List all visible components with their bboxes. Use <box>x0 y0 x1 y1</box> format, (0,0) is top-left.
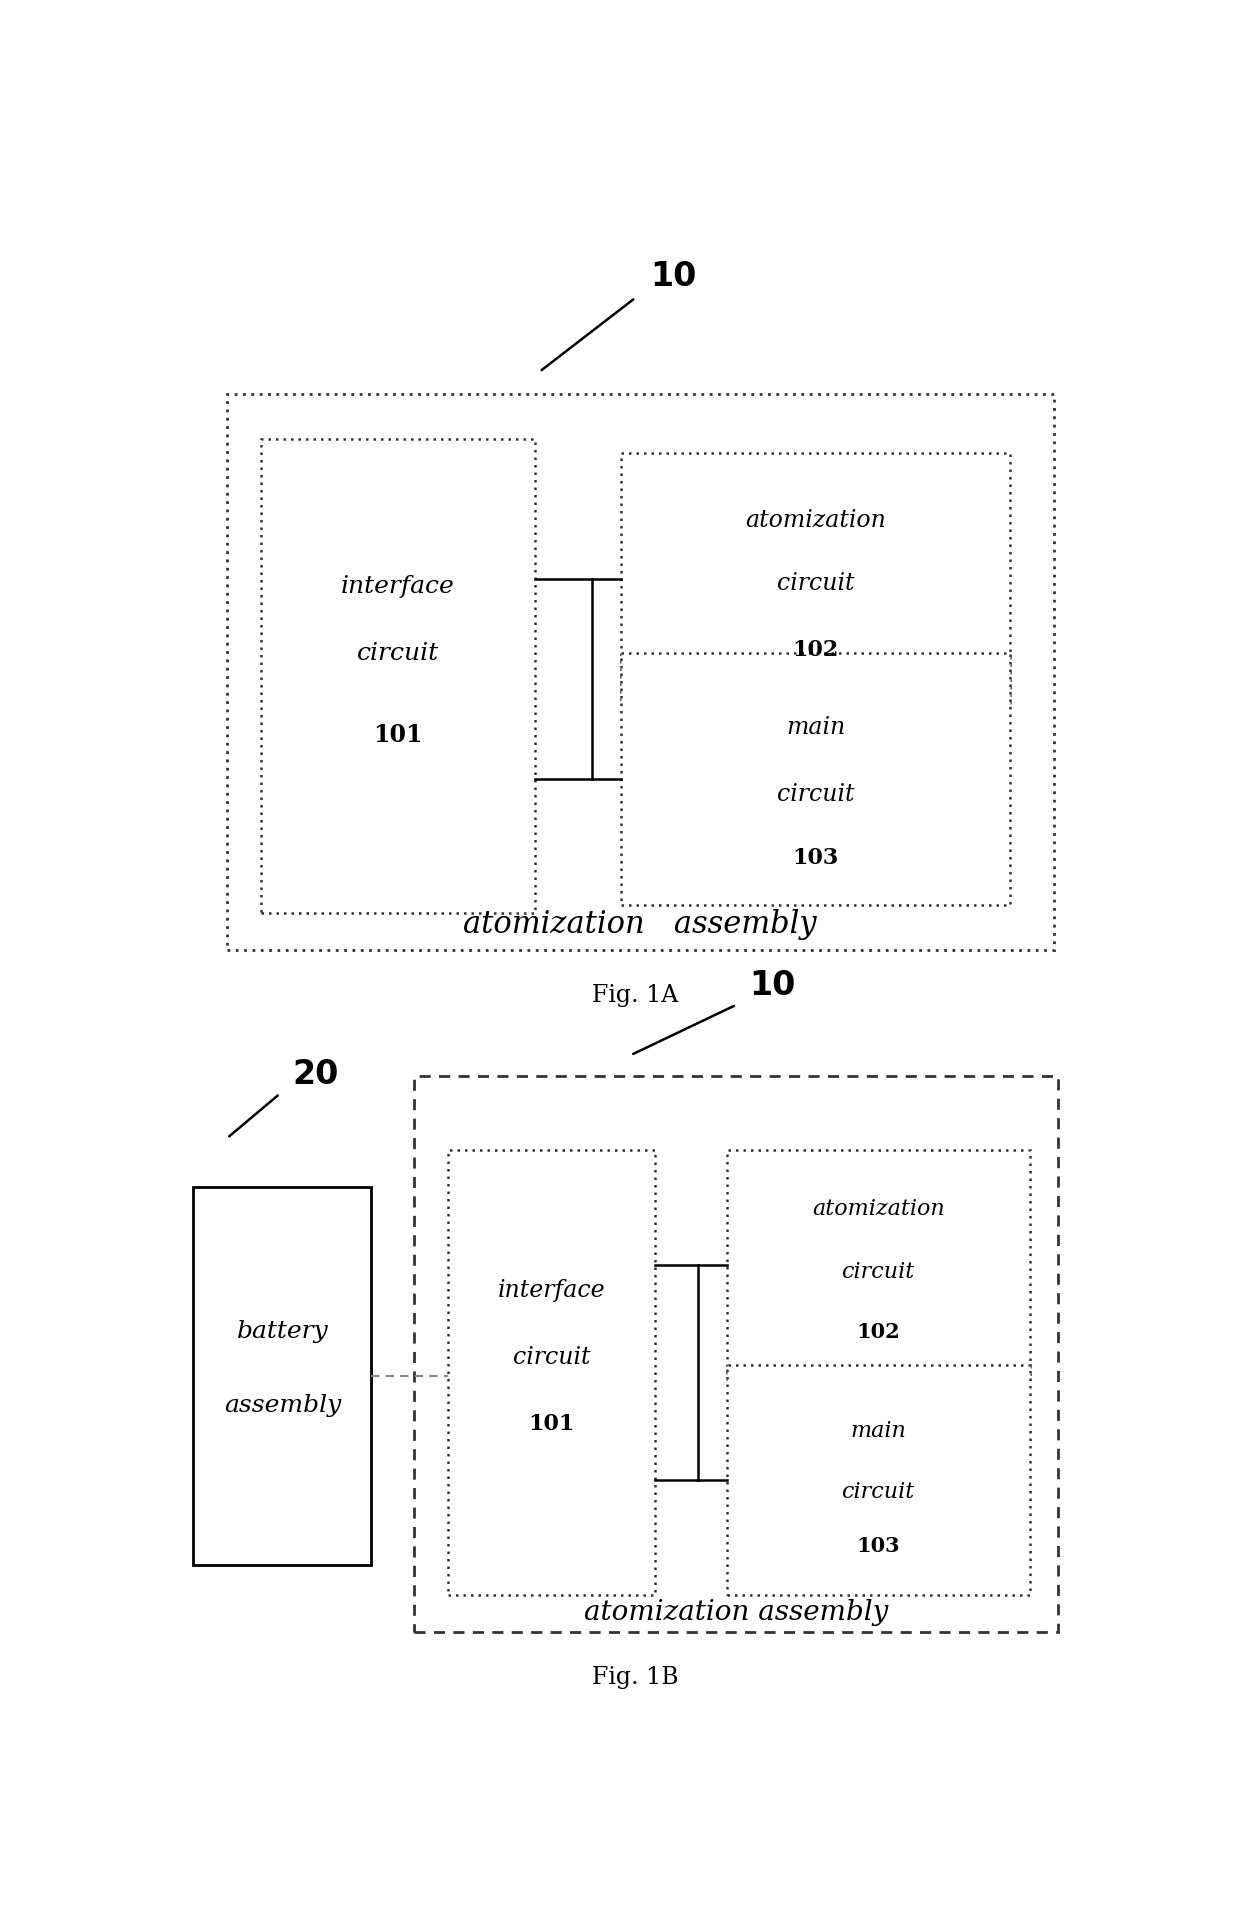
Text: 10: 10 <box>749 968 795 1001</box>
Text: atomization: atomization <box>812 1197 945 1220</box>
Text: interface: interface <box>341 576 455 599</box>
Text: atomization: atomization <box>745 508 887 531</box>
Text: circuit: circuit <box>842 1261 915 1284</box>
Text: circuit: circuit <box>777 783 854 807</box>
Text: main: main <box>786 716 846 739</box>
Bar <box>227 395 1054 949</box>
Bar <box>448 1149 655 1594</box>
Text: interface: interface <box>497 1280 605 1303</box>
Text: Fig. 1A: Fig. 1A <box>593 984 678 1007</box>
Bar <box>621 452 1011 705</box>
Text: circuit: circuit <box>512 1346 590 1369</box>
Text: 101: 101 <box>373 724 423 747</box>
Text: main: main <box>851 1421 906 1442</box>
Text: circuit: circuit <box>842 1480 915 1503</box>
Text: assembly: assembly <box>223 1394 341 1417</box>
Text: 20: 20 <box>293 1057 339 1091</box>
Text: atomization assembly: atomization assembly <box>584 1600 889 1627</box>
Bar <box>621 653 1011 905</box>
Text: atomization   assembly: atomization assembly <box>464 909 817 939</box>
Text: 10: 10 <box>650 260 697 293</box>
Text: 102: 102 <box>857 1322 900 1342</box>
Text: 102: 102 <box>792 639 839 662</box>
Bar <box>727 1149 1029 1380</box>
Text: 101: 101 <box>528 1413 574 1436</box>
Text: battery: battery <box>237 1321 329 1344</box>
Text: circuit: circuit <box>777 572 854 595</box>
Text: circuit: circuit <box>357 641 439 664</box>
Bar <box>727 1365 1029 1594</box>
Bar <box>193 1188 371 1565</box>
Bar <box>260 439 534 912</box>
Text: 103: 103 <box>857 1536 900 1557</box>
Text: 103: 103 <box>792 847 838 868</box>
Text: Fig. 1B: Fig. 1B <box>593 1665 678 1688</box>
Bar <box>414 1076 1059 1632</box>
